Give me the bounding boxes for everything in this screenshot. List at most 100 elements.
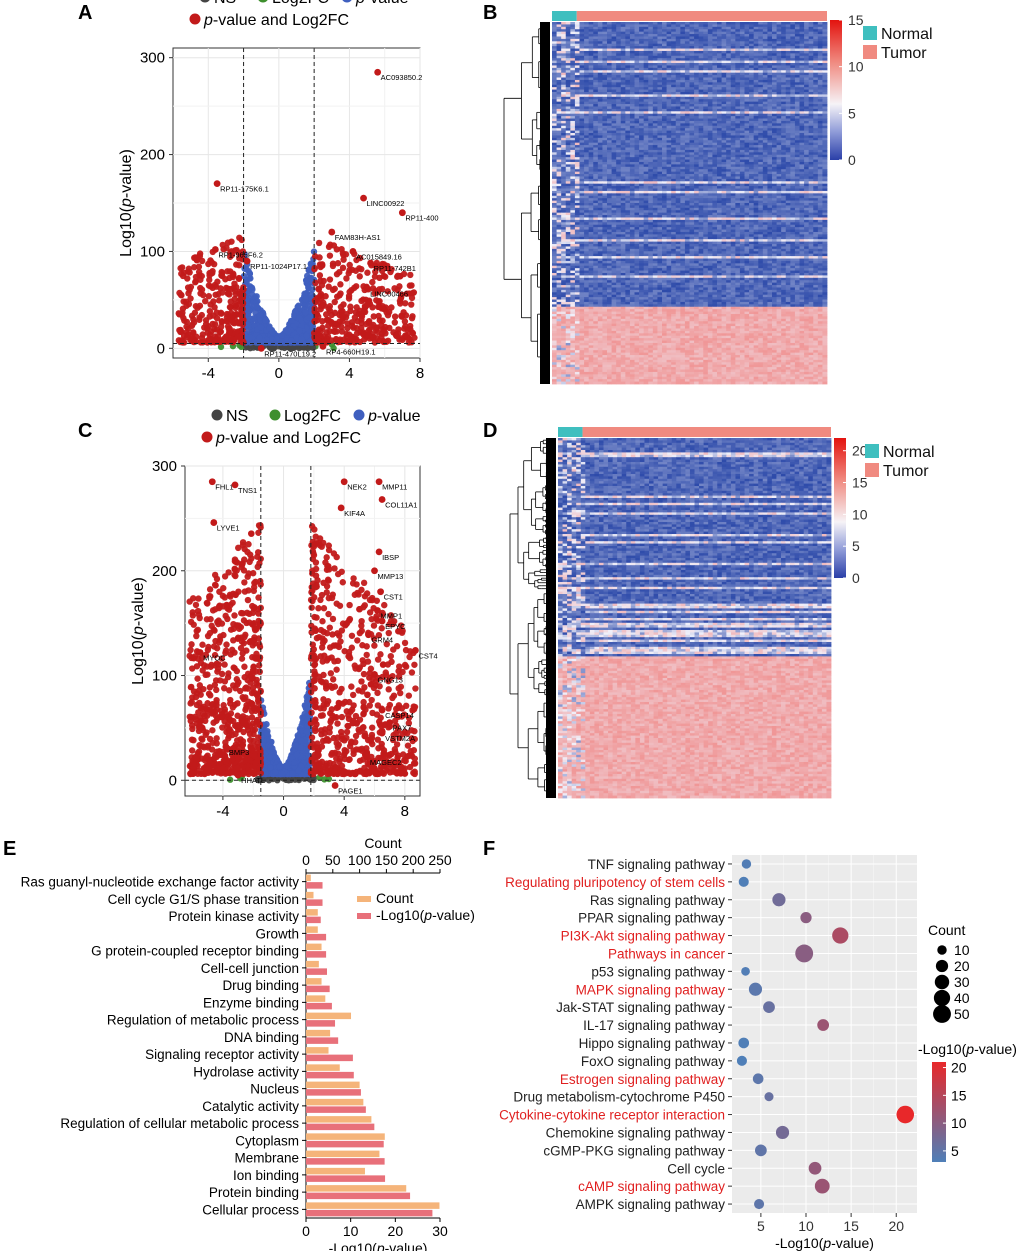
data-point (403, 647, 409, 653)
heatmap-cell (580, 27, 585, 30)
x-tick-label: -4 (202, 365, 215, 382)
data-point (272, 769, 278, 775)
heatmap-cell (625, 39, 630, 42)
heatmap-cell (690, 34, 695, 37)
data-point (231, 572, 237, 578)
data-point (212, 662, 218, 668)
heatmap-cell (685, 22, 690, 25)
data-point (239, 561, 245, 567)
heatmap-cell (557, 24, 562, 27)
heatmap-cell (763, 32, 768, 35)
heatmap-cell (708, 32, 713, 35)
data-point (245, 587, 251, 593)
data-point (210, 720, 216, 726)
data-point (324, 589, 330, 595)
heatmap-cell (630, 36, 635, 39)
data-point (214, 706, 220, 712)
heatmap-cell (598, 27, 603, 30)
data-point (406, 692, 412, 698)
heatmap-cell (694, 36, 699, 39)
data-point (392, 319, 398, 325)
data-point (312, 297, 318, 303)
heatmap-cell (758, 24, 763, 27)
heatmap-cell (593, 24, 598, 27)
heatmap-cell (676, 22, 681, 25)
heatmap-cell (749, 29, 754, 32)
heatmap-cell (635, 36, 640, 39)
heatmap-cell (616, 36, 621, 39)
heatmap-cell (749, 24, 754, 27)
data-point (186, 287, 192, 293)
data-point (249, 690, 255, 696)
data-point (348, 683, 354, 689)
heatmap-cell (602, 27, 607, 30)
heatmap-cell (767, 29, 772, 32)
data-point (357, 630, 363, 636)
heatmap-cell (749, 27, 754, 30)
data-point (358, 678, 364, 684)
heatmap-cell (671, 27, 676, 30)
heatmap-cell (602, 24, 607, 27)
data-point (251, 634, 257, 640)
data-point (298, 737, 304, 743)
heatmap-cell (584, 32, 589, 35)
data-point (409, 313, 415, 319)
heatmap-cell (657, 36, 662, 39)
heatmap-cell (809, 27, 814, 30)
point-label: RP4-660H19.1 (326, 347, 376, 356)
heatmap-cell (699, 29, 704, 32)
heatmap-cell (800, 27, 805, 30)
heatmap-cell (557, 27, 562, 30)
heatmap-cell (712, 27, 717, 30)
data-point (344, 620, 350, 626)
heatmap-cell (676, 34, 681, 37)
data-point (203, 321, 209, 327)
legend-label: Log2FC (284, 408, 341, 425)
heatmap-cell (685, 36, 690, 39)
point-label: COL11A1 (385, 501, 417, 510)
heatmap-cell (767, 34, 772, 37)
heatmap-cell (566, 39, 571, 42)
y-axis-label: Log10(p-value) (130, 577, 147, 685)
data-point (337, 339, 343, 345)
data-point (402, 318, 408, 324)
data-point (340, 579, 346, 585)
data-point (199, 287, 205, 293)
point-label: BMP3 (229, 748, 249, 757)
heatmap-cell (818, 24, 823, 27)
data-point (327, 724, 333, 730)
data-point (327, 276, 333, 282)
heatmap-cell (777, 24, 782, 27)
data-point (369, 724, 375, 730)
data-point (181, 317, 187, 323)
data-point (336, 742, 342, 748)
point-label: GRM4 (371, 636, 393, 645)
heatmap-cell (690, 24, 695, 27)
data-point (231, 612, 237, 618)
data-point (312, 725, 318, 731)
data-point (350, 751, 356, 757)
heatmap-cell (630, 29, 635, 32)
data-point (257, 311, 263, 317)
heatmap-cell (612, 27, 617, 30)
heatmap-cell (671, 36, 676, 39)
data-point (331, 714, 337, 720)
heatmap-cell (602, 34, 607, 37)
data-point (343, 251, 349, 257)
heatmap-cell (818, 34, 823, 37)
data-point (364, 652, 370, 658)
point-label: EPYC (385, 622, 406, 631)
heatmap-cell (758, 32, 763, 35)
data-point (257, 578, 263, 584)
heatmap-cell (589, 39, 594, 42)
heatmap-cell (566, 36, 571, 39)
data-point (409, 669, 415, 675)
data-point (228, 310, 234, 316)
data-point (211, 755, 217, 761)
heatmap-cell (690, 29, 695, 32)
heatmap-cell (680, 36, 685, 39)
y-tick-label: 200 (152, 563, 177, 580)
heatmap-cell (676, 29, 681, 32)
data-point (298, 722, 304, 728)
data-point (332, 299, 338, 305)
